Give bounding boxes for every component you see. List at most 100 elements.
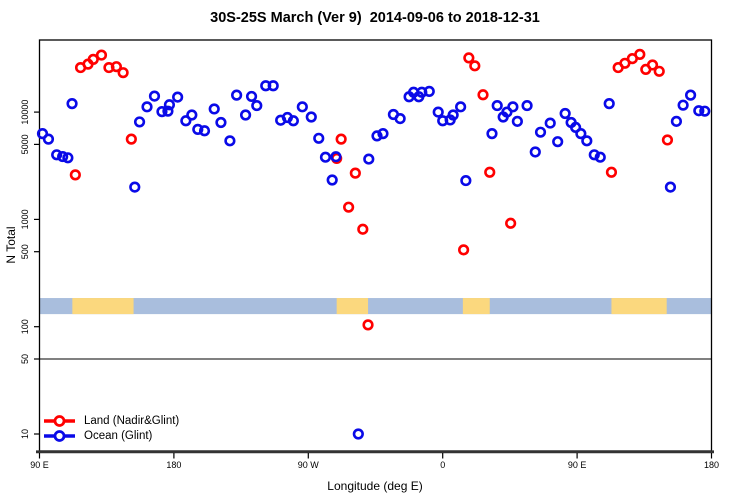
data-point-ocean: [66, 98, 78, 110]
data-point-land: [605, 166, 618, 178]
data-point-ocean: [352, 428, 364, 440]
legend-marker-land: [53, 415, 66, 427]
data-point-land: [362, 319, 374, 331]
x-tick-label: 90 W: [298, 460, 320, 470]
data-point-ocean: [148, 90, 161, 102]
surface-strip-ocean: [39, 298, 712, 315]
data-point-ocean: [215, 116, 227, 129]
data-point-land: [661, 134, 674, 146]
surface-strip-land: [611, 298, 667, 315]
y-tick-label: 500: [20, 244, 30, 259]
data-point-ocean: [156, 106, 168, 118]
data-point-land: [634, 48, 646, 60]
data-point-ocean: [51, 149, 63, 161]
data-point-land: [653, 65, 665, 77]
data-point-ocean: [529, 146, 541, 158]
y-tick-label: 5000: [20, 134, 30, 154]
y-tick-label: 10000: [20, 100, 30, 125]
surface-strip-land: [336, 298, 369, 315]
legend-marker-ocean: [53, 430, 66, 442]
data-point-land: [125, 133, 137, 145]
data-point-ocean: [491, 99, 503, 112]
chart-title: 30S-25S March (Ver 9) 2014-09-06 to 2018…: [210, 10, 540, 26]
data-point-ocean: [186, 109, 198, 121]
data-point-ocean: [163, 99, 176, 111]
data-point-ocean: [699, 105, 711, 117]
x-axis-title: Longitude (deg E): [327, 479, 423, 493]
data-point-ocean: [57, 150, 69, 163]
data-point-land: [484, 166, 496, 178]
data-point-ocean: [208, 103, 220, 115]
plot-box: [38, 39, 713, 452]
data-point-ocean: [305, 111, 317, 123]
y-tick-label: 100: [20, 319, 30, 334]
data-point-ocean: [36, 128, 49, 140]
data-point-land: [117, 67, 129, 79]
data-point-ocean: [330, 151, 342, 163]
data-point-ocean: [231, 89, 243, 101]
data-point-land: [463, 52, 475, 64]
data-point-ocean: [319, 151, 332, 163]
data-point-land: [69, 169, 81, 181]
data-point-ocean: [594, 151, 606, 163]
data-point-ocean: [447, 109, 459, 121]
data-point-ocean: [162, 105, 174, 117]
y-tick-label: 50: [20, 354, 30, 364]
data-point-land: [619, 57, 631, 69]
data-point-ocean: [677, 99, 689, 111]
data-point-ocean: [521, 99, 533, 112]
data-point-ocean: [511, 115, 523, 127]
x-tick-label: 90 E: [568, 460, 587, 470]
data-point-ocean: [172, 91, 184, 103]
data-point-ocean: [326, 174, 338, 186]
data-point-land: [646, 59, 659, 71]
data-point-land: [343, 201, 355, 213]
data-point-ocean: [192, 123, 204, 135]
data-point-ocean: [371, 130, 383, 142]
data-point-ocean: [287, 115, 299, 127]
x-tick-label: 180: [704, 460, 719, 470]
data-point-land: [95, 49, 108, 61]
data-point-ocean: [42, 133, 55, 145]
data-point-ocean: [141, 101, 153, 113]
data-point-ocean: [394, 112, 406, 125]
data-point-land: [87, 53, 99, 65]
data-point-ocean: [251, 99, 263, 112]
data-point-ocean: [363, 153, 375, 165]
data-point-land: [110, 61, 123, 73]
data-point-land: [477, 89, 489, 101]
data-point-ocean: [460, 174, 472, 187]
data-point-ocean: [245, 90, 258, 103]
data-point-ocean: [224, 135, 236, 147]
data-point-ocean: [507, 101, 519, 113]
data-point-ocean: [544, 117, 556, 129]
data-point-ocean: [693, 105, 705, 117]
data-point-ocean: [296, 101, 308, 113]
data-point-ocean: [575, 128, 587, 140]
data-point-ocean: [432, 106, 444, 118]
legend-label-ocean: Ocean (Glint): [84, 430, 153, 442]
data-point-land: [349, 167, 361, 179]
data-point-ocean: [684, 89, 697, 101]
data-point-ocean: [198, 125, 211, 137]
surface-strip-land: [462, 298, 490, 315]
data-point-ocean: [133, 116, 146, 128]
data-point-ocean: [455, 101, 467, 113]
data-point-ocean: [664, 181, 677, 193]
data-point-ocean: [313, 132, 325, 144]
data-point-ocean: [239, 109, 252, 121]
data-point-land: [458, 244, 470, 256]
data-point-ocean: [129, 181, 141, 193]
data-point-ocean: [267, 80, 279, 92]
legend-label-land: Land (Nadir&Glint): [84, 415, 180, 427]
data-point-ocean: [423, 85, 435, 97]
data-point-ocean: [552, 136, 564, 148]
y-tick-label: 10: [20, 429, 30, 439]
data-point-ocean: [534, 126, 547, 138]
data-point-ocean: [377, 128, 389, 140]
x-tick-label: 180: [166, 460, 181, 470]
data-point-ocean: [62, 152, 74, 164]
data-point-ocean: [581, 135, 593, 147]
